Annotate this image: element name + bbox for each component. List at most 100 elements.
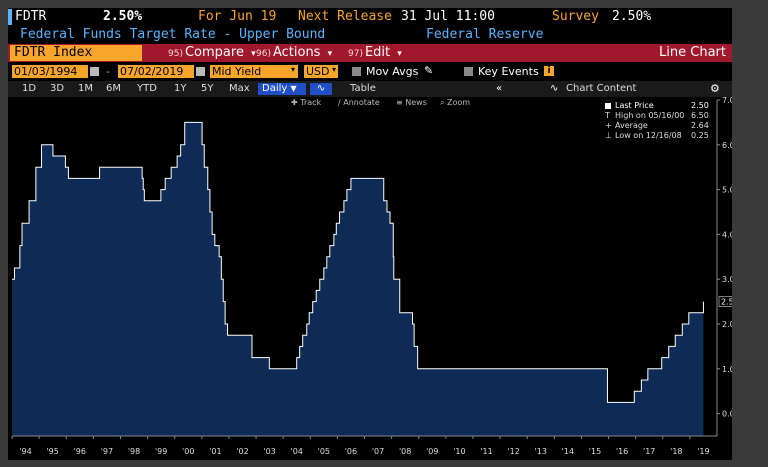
chart-content-button[interactable]: Chart Content	[566, 83, 637, 94]
currency-selector[interactable]: USD	[304, 65, 338, 78]
range-1m[interactable]: 1M	[78, 83, 93, 94]
x-tick-label: '95	[46, 447, 58, 456]
average-marker-icon: +	[605, 121, 612, 130]
edit-chevron-icon: ▾	[397, 49, 402, 59]
actions-chevron-icon: ▾	[327, 49, 333, 59]
track-label: Track	[300, 98, 322, 107]
range-toolbar: 1D 3D 1M 6M YTD 1Y 5Y Max Daily ▼ ∿ Tabl…	[8, 81, 732, 97]
x-tick-label: '15	[589, 447, 601, 456]
gear-icon[interactable]: ⚙	[710, 82, 720, 95]
x-tick-label: '07	[372, 447, 384, 456]
y-tick-label: 3.00	[722, 275, 732, 284]
pencil-icon[interactable]: ✎	[424, 64, 434, 77]
for-date: For Jun 19	[198, 9, 277, 24]
range-1d[interactable]: 1D	[22, 83, 37, 94]
start-date-calendar-icon[interactable]	[90, 67, 99, 76]
news-label: News	[405, 98, 427, 107]
range-5y[interactable]: 5Y	[201, 83, 214, 94]
high-label: High on 05/16/00	[615, 111, 685, 120]
actions-menu[interactable]: 96) Actions ▾	[256, 45, 332, 61]
collapse-icon[interactable]: «	[496, 83, 503, 94]
field-selector[interactable]: Mid Yield	[210, 65, 298, 78]
period-selector[interactable]: Daily ▼	[258, 83, 306, 95]
date-separator: -	[106, 65, 110, 78]
compare-menu[interactable]: 95) Compare ▾	[168, 45, 256, 61]
edit-label: Edit	[364, 45, 391, 60]
price: 2.50%	[103, 9, 143, 24]
key-events-label[interactable]: Key Events	[478, 65, 539, 78]
survey-label: Survey	[552, 9, 599, 24]
mov-avgs-label[interactable]: Mov Avgs	[366, 65, 419, 78]
range-6m[interactable]: 6M	[106, 83, 121, 94]
period-dropdown-icon: ▼	[290, 84, 297, 93]
x-tick-label: '19	[697, 447, 709, 456]
low-label: Low on 12/16/08	[615, 131, 682, 140]
average-label: Average	[615, 121, 648, 130]
x-tick-label: '03	[263, 447, 275, 456]
x-tick-label: '09	[426, 447, 438, 456]
y-tick-label: 4.00	[722, 230, 732, 239]
security-field[interactable]: FDTR Index	[10, 45, 142, 61]
key-events-checkbox[interactable]	[464, 67, 473, 76]
ticker[interactable]: FDTR	[15, 9, 47, 24]
last-price-label: Last Price	[615, 101, 654, 110]
source: Federal Reserve	[426, 27, 544, 42]
mov-avgs-checkbox[interactable]	[352, 67, 361, 76]
next-release-label: Next Release	[298, 9, 392, 24]
x-tick-label: '01	[209, 447, 221, 456]
chart-content-icon[interactable]: ∿	[550, 83, 559, 94]
currency-dropdown-icon[interactable]: ▾	[332, 65, 337, 74]
field-dropdown-icon[interactable]: ▾	[291, 65, 296, 74]
zoom-icon: ⌕	[440, 98, 445, 107]
news-tool[interactable]: ≡ News	[396, 98, 427, 107]
x-tick-label: '08	[399, 447, 411, 456]
annotate-label: Annotate	[343, 98, 380, 107]
range-3d[interactable]: 3D	[50, 83, 65, 94]
annotate-tool[interactable]: ∕ Annotate	[338, 98, 380, 107]
zoom-label: Zoom	[447, 98, 471, 107]
compare-chevron-icon: ▾	[251, 49, 256, 59]
menu-bar: FDTR Index 95) Compare ▾ 96) Actions ▾ 97)…	[8, 44, 732, 62]
end-date-field[interactable]: 07/02/2019	[118, 65, 194, 78]
x-tick-label: '98	[128, 447, 140, 456]
actions-num: 96)	[256, 49, 271, 59]
crosshair-icon: ✚	[291, 98, 298, 107]
security-header: FDTR 2.50% For Jun 19 Next Release 31 Ju…	[8, 8, 732, 26]
x-tick-label: '18	[670, 447, 682, 456]
x-tick-label: '96	[74, 447, 86, 456]
last-value-label: 2.50	[721, 298, 732, 307]
line-chart-icon[interactable]: ∿	[310, 83, 332, 95]
x-tick-label: '97	[101, 447, 113, 456]
high-value: 6.50	[691, 111, 709, 120]
last-price-value: 2.50	[691, 101, 709, 110]
start-date-field[interactable]: 01/03/1994	[12, 65, 88, 78]
rate-chart[interactable]: 0.00 1.00 2.00 3.00 4.00 5.00 6.00 7.00 2.50 '94 '…	[8, 8, 732, 460]
x-tick-label: '12	[507, 447, 519, 456]
edit-menu[interactable]: 97) Edit ▾	[348, 45, 402, 61]
chart-type-label[interactable]: Line Chart	[659, 45, 726, 60]
info-icon[interactable]: i	[544, 66, 554, 76]
x-tick-label: '02	[236, 447, 248, 456]
table-button[interactable]: Table	[350, 83, 376, 94]
last-value-box	[718, 296, 732, 307]
rate-area	[12, 122, 704, 437]
y-tick-label: 1.00	[722, 365, 732, 374]
track-tool[interactable]: ✚ Track	[291, 98, 321, 107]
y-tick-label: 5.00	[722, 186, 732, 195]
low-marker-icon: ⊥	[605, 131, 612, 140]
range-ytd[interactable]: YTD	[137, 83, 157, 94]
range-1y[interactable]: 1Y	[174, 83, 187, 94]
x-tick-label: '17	[643, 447, 655, 456]
average-value: 2.64	[691, 121, 709, 130]
x-tick-label: '94	[19, 447, 31, 456]
annotate-icon: ∕	[338, 98, 341, 107]
x-tick-label: '16	[616, 447, 628, 456]
zoom-tool[interactable]: ⌕ Zoom	[440, 98, 470, 108]
y-tick-label: 0.00	[722, 410, 732, 419]
next-release: 31 Jul 11:00	[401, 9, 495, 24]
range-max[interactable]: Max	[229, 83, 250, 94]
chart-legend: Last Price 2.50 T High on 05/16/00 6.50 …	[601, 100, 713, 146]
compare-label: Compare	[184, 45, 244, 60]
x-tick-label: '06	[345, 447, 357, 456]
end-date-calendar-icon[interactable]	[196, 67, 205, 76]
